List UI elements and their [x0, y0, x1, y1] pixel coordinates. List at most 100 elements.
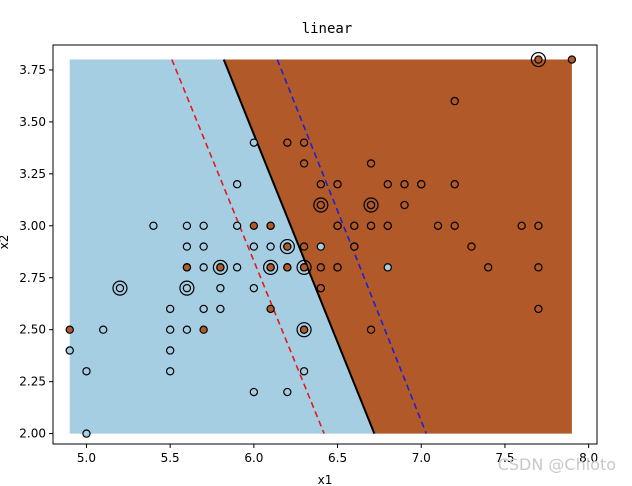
point-class-1-28 [433, 221, 443, 230]
point-class-0-8 [165, 346, 175, 355]
point-class-1-23 [366, 325, 376, 334]
point-class-1-35 [534, 55, 543, 64]
point-class-1-27 [400, 200, 409, 210]
point-class-1-20 [366, 159, 376, 168]
point-class-1-47 [417, 180, 426, 189]
point-class-1-30 [450, 180, 459, 189]
point-class-1-45 [266, 304, 275, 314]
plot-frame [52, 44, 598, 445]
point-class-0-4 [115, 283, 125, 293]
support-vector-0 [112, 280, 128, 296]
point-class-1-14 [316, 180, 326, 189]
point-class-0-30 [283, 387, 292, 397]
point-class-1-26 [400, 180, 409, 189]
point-class-1-1 [182, 263, 192, 272]
support-vector-8 [363, 197, 379, 213]
point-class-0-13 [182, 325, 192, 334]
support-vector-rings [112, 51, 547, 338]
point-class-1-16 [316, 263, 326, 272]
point-class-0-39 [383, 263, 392, 272]
point-class-0-25 [249, 387, 259, 397]
point-class-1-33 [484, 263, 493, 272]
region-class-1 [223, 59, 572, 434]
point-class-0-0 [65, 346, 74, 355]
x-tick-label-3: 6.5 [328, 451, 347, 465]
point-class-0-11 [182, 242, 192, 251]
decision-regions [69, 59, 572, 434]
point-class-0-10 [182, 221, 192, 230]
point-class-0-14 [199, 221, 208, 230]
point-class-0-45 [232, 263, 242, 272]
point-class-1-15 [316, 200, 326, 210]
point-class-1-11 [299, 242, 309, 251]
point-class-0-27 [266, 242, 275, 251]
point-class-0-3 [99, 325, 108, 334]
point-class-1-2 [199, 325, 208, 334]
point-class-1-39 [567, 55, 577, 64]
x-tick-label-4: 7.0 [412, 451, 431, 465]
point-class-0-16 [199, 263, 208, 272]
plot-area [52, 44, 598, 445]
point-class-0-5 [149, 221, 158, 230]
point-class-1-5 [266, 221, 275, 230]
point-class-1-36 [534, 221, 543, 230]
point-class-0-20 [232, 180, 242, 189]
y-axis-ticks: 2.00 2.25 2.50 2.75 3.00 3.25 3.50 3.75 [19, 63, 53, 441]
point-class-1-7 [283, 138, 292, 147]
point-class-1-43 [333, 221, 342, 230]
y-tick-label-6: 3.50 [19, 115, 46, 129]
point-class-0-33 [316, 242, 326, 251]
point-class-0-2 [82, 429, 91, 438]
point-class-1-8 [283, 263, 292, 272]
point-class-1-9 [299, 138, 309, 147]
support-vector-2 [212, 259, 228, 275]
point-class-1-46 [383, 221, 392, 230]
decision-boundary-line [222, 59, 376, 434]
watermark-text: CSDN @Chloto [498, 455, 616, 474]
support-vector-7 [313, 197, 329, 213]
point-class-0-6 [165, 304, 175, 314]
x-tick-label-2: 6.0 [244, 451, 263, 465]
y-tick-label-1: 2.25 [19, 375, 46, 389]
x-tick-label-1: 5.5 [161, 451, 180, 465]
y-tick-label-2: 2.50 [19, 323, 46, 337]
point-class-0-21 [232, 221, 242, 230]
x-axis-ticks: 5.0 5.5 6.0 6.5 7.0 7.5 8.0 [77, 444, 598, 465]
point-class-1-22 [366, 221, 376, 230]
point-class-0-15 [199, 242, 208, 251]
point-class-1-12 [299, 263, 309, 272]
point-class-1-4 [249, 221, 259, 230]
y-tick-label-5: 3.25 [19, 167, 46, 181]
x-tick-label-6: 8.0 [579, 451, 598, 465]
support-vector-9 [530, 51, 547, 68]
point-class-1-10 [299, 159, 309, 168]
point-class-1-32 [467, 242, 476, 251]
point-class-0-18 [216, 283, 225, 293]
point-class-1-21 [366, 200, 376, 210]
point-class-1-13 [299, 325, 309, 334]
point-class-1-18 [333, 180, 342, 189]
point-class-1-31 [450, 221, 459, 230]
point-class-0-9 [165, 367, 175, 376]
point-class-0-24 [249, 283, 259, 293]
point-class-1-40 [333, 263, 342, 272]
point-class-1-29 [450, 96, 459, 106]
point-class-1-17 [316, 283, 326, 293]
y-axis-label: x2 [0, 235, 11, 250]
point-class-1-37 [534, 263, 543, 272]
point-class-0-32 [299, 367, 309, 376]
point-class-0-22 [249, 138, 259, 147]
point-class-1-0 [65, 325, 74, 334]
point-class-1-44 [350, 242, 359, 251]
point-class-1-24 [383, 180, 392, 189]
support-vector-3 [263, 259, 279, 275]
point-class-0-1 [82, 367, 91, 376]
point-class-1-42 [283, 242, 292, 251]
margin-line-0 [171, 59, 325, 434]
chart-title: linear [302, 21, 353, 37]
y-tick-label-4: 3.00 [19, 219, 46, 233]
point-class-0-19 [216, 304, 225, 314]
y-tick-label-7: 3.75 [19, 63, 46, 77]
y-tick-label-0: 2.00 [19, 427, 46, 441]
